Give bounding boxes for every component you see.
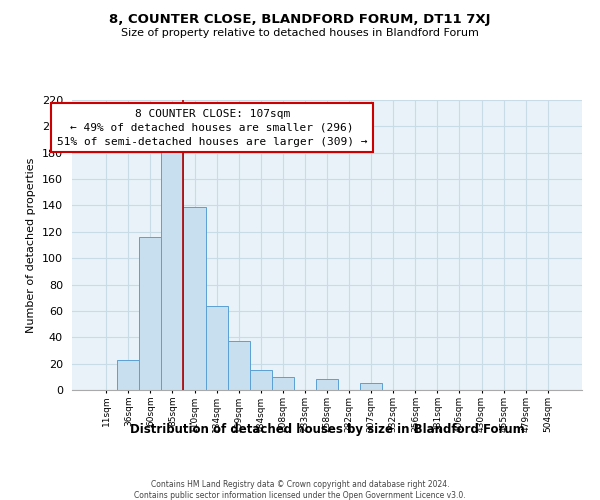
Bar xyxy=(316,380,338,390)
Bar xyxy=(206,306,227,390)
Text: 8, COUNTER CLOSE, BLANDFORD FORUM, DT11 7XJ: 8, COUNTER CLOSE, BLANDFORD FORUM, DT11 … xyxy=(109,12,491,26)
Text: Distribution of detached houses by size in Blandford Forum: Distribution of detached houses by size … xyxy=(130,422,524,436)
Bar xyxy=(117,360,139,390)
Text: Contains HM Land Registry data © Crown copyright and database right 2024.: Contains HM Land Registry data © Crown c… xyxy=(151,480,449,489)
Bar xyxy=(184,207,206,390)
Bar xyxy=(139,237,161,390)
Bar xyxy=(161,148,184,390)
Bar xyxy=(227,341,250,390)
Bar xyxy=(360,384,382,390)
Text: 8 COUNTER CLOSE: 107sqm
← 49% of detached houses are smaller (296)
51% of semi-d: 8 COUNTER CLOSE: 107sqm ← 49% of detache… xyxy=(57,108,367,146)
Y-axis label: Number of detached properties: Number of detached properties xyxy=(26,158,36,332)
Bar xyxy=(272,377,294,390)
Text: Contains public sector information licensed under the Open Government Licence v3: Contains public sector information licen… xyxy=(134,491,466,500)
Bar xyxy=(250,370,272,390)
Text: Size of property relative to detached houses in Blandford Forum: Size of property relative to detached ho… xyxy=(121,28,479,38)
